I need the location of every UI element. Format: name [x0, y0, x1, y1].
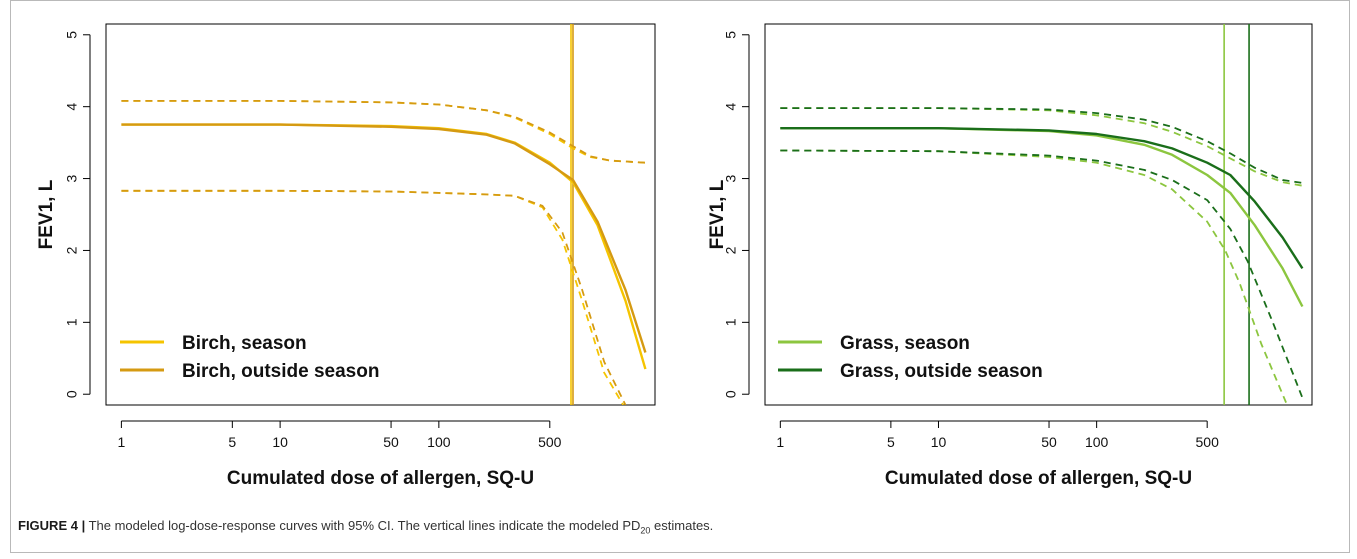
chart-panel-birch: 1 5 10 50 100 500 0 1 2 3 4 5 Cumulated dose of alle…: [36, 23, 656, 489]
x-tick-label: 10: [931, 434, 947, 450]
plot-area: [105, 23, 656, 406]
legend-label: Grass, outside season: [840, 361, 1043, 382]
plot-area: [764, 23, 1313, 406]
y-tick-label: 3: [723, 174, 739, 182]
ci-series-line: [121, 100, 646, 164]
ci-series-line: [121, 189, 627, 405]
series-line: [780, 126, 1304, 270]
y-tick-label: 5: [723, 31, 739, 39]
chart-panel-grass: 1 5 10 50 100 500 0 1 2 3 4 5 Cumulated dose of alle…: [707, 23, 1313, 489]
y-tick-label: 2: [64, 246, 80, 254]
legend-label: Birch, season: [182, 333, 307, 354]
x-tick-label: 1: [117, 434, 125, 450]
x-tick-label: 5: [887, 434, 895, 450]
figure-caption: FIGURE 4 | The modeled log-dose-response…: [18, 518, 713, 536]
y-tick-label: 4: [723, 103, 739, 111]
y-tick-label: 1: [723, 318, 739, 326]
x-tick-label: 10: [272, 434, 288, 450]
ci-series-line: [780, 107, 1303, 184]
figure-label: FIGURE 4 |: [18, 518, 86, 533]
y-axis-title: FEV1, L: [707, 179, 728, 249]
y-tick-label: 3: [64, 174, 80, 182]
x-tick-label: 1: [776, 434, 784, 450]
caption-text-end: estimates.: [650, 518, 714, 533]
legend-label: Birch, outside season: [182, 361, 379, 382]
x-axis-title: Cumulated dose of allergen, SQ-U: [227, 468, 534, 489]
caption-subscript: 20: [640, 525, 651, 536]
x-axis-title: Cumulated dose of allergen, SQ-U: [885, 468, 1192, 489]
y-axis-title: FEV1, L: [36, 179, 57, 249]
y-tick-label: 4: [64, 103, 80, 111]
y-tick-label: 2: [723, 246, 739, 254]
y-tick-label: 0: [64, 390, 80, 398]
ci-series-line: [780, 149, 1288, 405]
y-tick-label: 0: [723, 390, 739, 398]
x-tick-label: 5: [228, 434, 236, 450]
x-tick-label: 50: [1041, 434, 1057, 450]
figure-frame: [10, 0, 1350, 553]
y-tick-label: 5: [64, 31, 80, 39]
ci-series-line: [780, 149, 1304, 399]
legend-label: Grass, season: [840, 333, 970, 354]
ci-series-line: [121, 100, 646, 164]
series-line: [121, 123, 647, 353]
x-tick-label: 100: [1085, 434, 1109, 450]
x-tick-label: 100: [427, 434, 451, 450]
x-tick-label: 500: [1196, 434, 1220, 450]
y-tick-label: 1: [64, 318, 80, 326]
x-tick-label: 50: [383, 434, 399, 450]
caption-text: The modeled log-dose-response curves wit…: [88, 518, 641, 533]
x-tick-label: 500: [538, 434, 562, 450]
